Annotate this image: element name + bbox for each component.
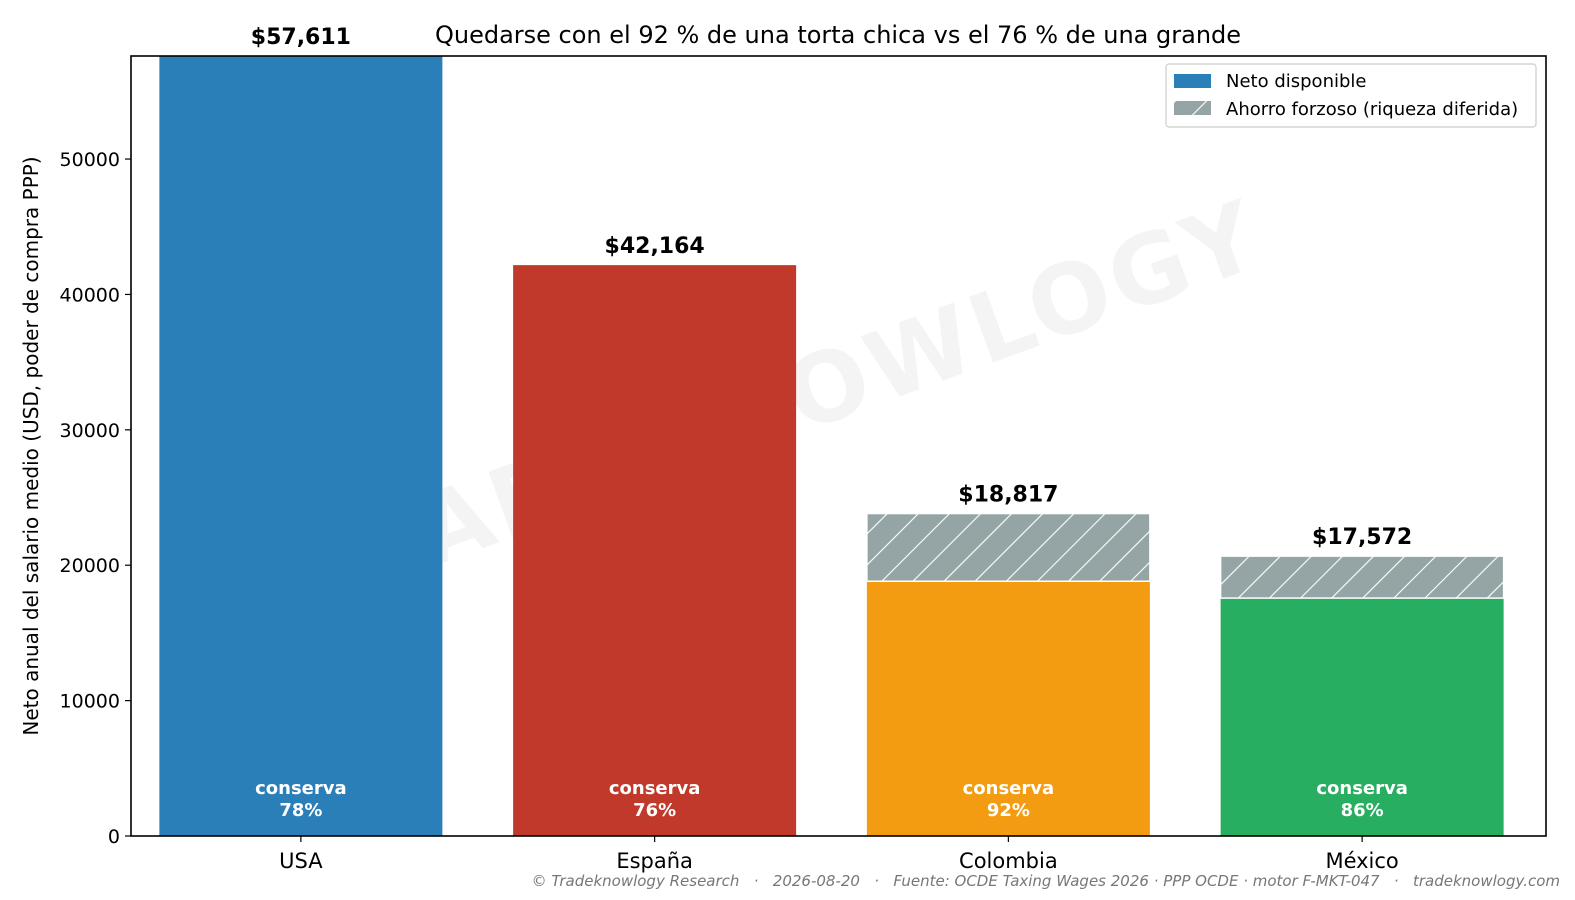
value-label-colombia: $18,817 (958, 483, 1058, 508)
labels-layer: $57,611conserva78%$42,164conserva76%$18,… (251, 25, 1412, 821)
legend-label-ahorro: Ahorro forzoso (riqueza diferida) (1226, 99, 1518, 120)
y-axis: 0 10000 20000 30000 40000 50000 (60, 149, 131, 848)
inner-label-conserva-colombia: conserva (963, 778, 1055, 799)
inner-label-conserva-españa: conserva (609, 778, 701, 799)
value-label-españa: $42,164 (605, 234, 705, 259)
bars-layer (159, 56, 1505, 836)
bar-neto-usa (159, 56, 443, 836)
footer-credits: © Tradeknowlogy Research · 2026-08-20 · … (532, 872, 1560, 890)
inner-label-conserva-méxico: conserva (1316, 778, 1408, 799)
bar-neto-colombia (866, 581, 1150, 836)
y-axis-label: Neto anual del salario medio (USD, poder… (19, 156, 43, 735)
value-label-usa: $57,611 (251, 25, 351, 50)
y-tick-label-40000: 40000 (60, 284, 120, 306)
x-tick-label-méxico: México (1325, 849, 1398, 873)
inner-label-percent-méxico: 86% (1341, 800, 1384, 821)
y-tick-label-50000: 50000 (60, 149, 120, 171)
x-tick-label-usa: USA (279, 849, 323, 873)
inner-label-percent-españa: 76% (633, 800, 676, 821)
legend-box (1165, 63, 1537, 128)
x-tick-label-colombia: Colombia (959, 849, 1058, 873)
chart-title: Quedarse con el 92 % de una torta chica … (435, 21, 1241, 49)
inner-label-percent-colombia: 92% (987, 800, 1030, 821)
bar-ahorro-colombia (866, 512, 1151, 582)
inner-label-conserva-usa: conserva (255, 778, 347, 799)
legend-swatch-ahorro (1174, 101, 1211, 115)
legend-label-neto: Neto disponible (1226, 71, 1366, 92)
bar-neto-méxico (1220, 598, 1504, 836)
value-label-méxico: $17,572 (1312, 525, 1412, 550)
y-tick-label-20000: 20000 (60, 555, 120, 577)
bar-ahorro-méxico (1219, 555, 1505, 599)
x-axis: USA España Colombia México (279, 836, 1399, 873)
y-tick-label-0: 0 (108, 826, 120, 848)
legend-swatch-neto (1174, 74, 1211, 88)
plot-frame (130, 55, 1547, 837)
legend: Neto disponible Ahorro forzoso (riqueza … (1165, 63, 1537, 128)
inner-label-percent-usa: 78% (279, 800, 322, 821)
y-tick-label-10000: 10000 (60, 691, 120, 713)
bar-neto-españa (513, 265, 797, 836)
x-tick-label-españa: España (616, 849, 693, 873)
y-tick-label-30000: 30000 (60, 420, 120, 442)
